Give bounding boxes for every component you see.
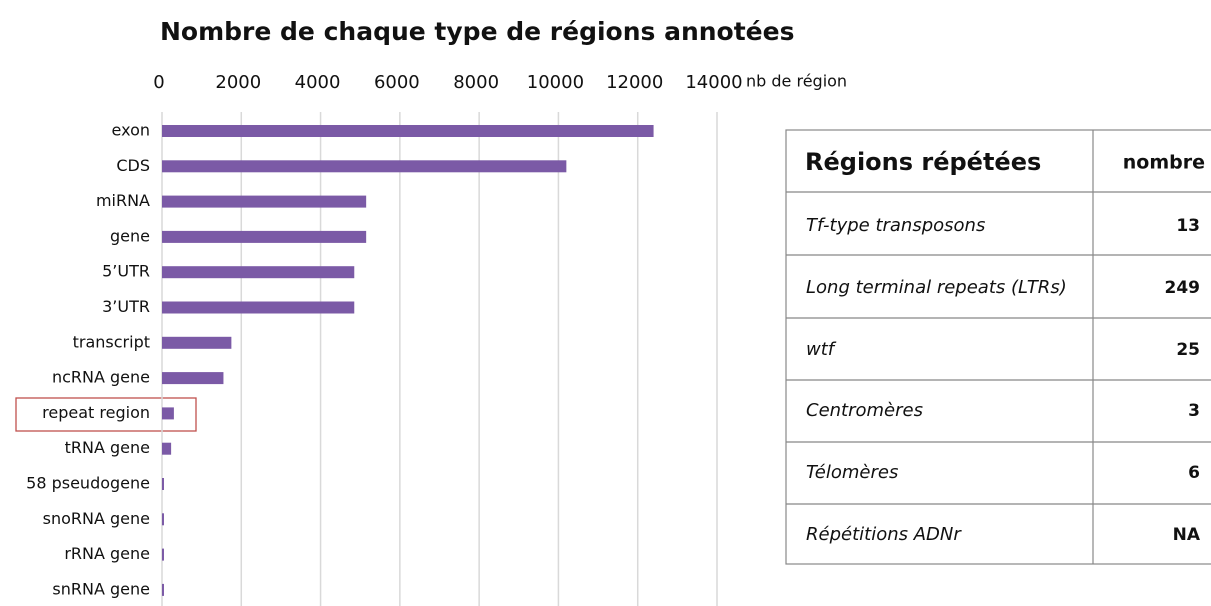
bar xyxy=(162,230,367,243)
table-cell: 13 xyxy=(1176,216,1200,236)
y-tick-label: miRNA xyxy=(96,191,150,210)
table-cell: wtf xyxy=(806,339,837,360)
bar xyxy=(162,336,232,349)
bar xyxy=(162,478,164,490)
x-tick-label: 4000 xyxy=(295,72,341,93)
bar xyxy=(162,195,367,208)
table-header: nombre xyxy=(1123,152,1205,174)
table-border xyxy=(785,129,1211,565)
y-tick-label: ncRNA gene xyxy=(52,368,150,387)
bar xyxy=(162,301,355,314)
x-tick-label: 2000 xyxy=(215,72,261,93)
y-tick-label: snRNA gene xyxy=(52,579,150,598)
x-tick-label: 14000 xyxy=(685,72,742,93)
bar xyxy=(162,548,164,561)
table-cell: Long terminal repeats (LTRs) xyxy=(806,277,1067,298)
table-cell: 249 xyxy=(1165,278,1201,298)
x-axis-label: nb de région xyxy=(746,72,847,91)
x-tick-label: 12000 xyxy=(606,72,663,93)
table-cell: 3 xyxy=(1188,401,1200,421)
bar xyxy=(162,583,164,596)
table-cell: NA xyxy=(1173,525,1201,545)
y-tick-label: repeat region xyxy=(42,403,150,422)
highlight-box xyxy=(15,397,197,432)
y-tick-label: exon xyxy=(112,121,150,140)
y-tick-label: 5’UTR xyxy=(102,262,150,281)
table-cell: Centromères xyxy=(806,400,923,421)
bar xyxy=(162,513,164,526)
x-tick-label: 8000 xyxy=(453,72,499,93)
table-cell: Télomères xyxy=(806,462,898,483)
bar xyxy=(162,372,224,385)
chart-title: Nombre de chaque type de régions annotée… xyxy=(160,17,794,46)
bar xyxy=(162,266,355,279)
y-tick-label: transcript xyxy=(73,332,150,351)
bar xyxy=(162,442,172,455)
y-tick-label: CDS xyxy=(116,156,150,175)
table-cell: 6 xyxy=(1188,463,1200,483)
y-tick-label: snoRNA gene xyxy=(43,509,150,528)
bar xyxy=(162,407,174,420)
y-tick-label: 58 pseudogene xyxy=(26,474,150,493)
x-tick-label: 6000 xyxy=(374,72,420,93)
bar xyxy=(162,160,567,173)
x-tick-label: 10000 xyxy=(527,72,584,93)
table xyxy=(785,129,1211,565)
y-tick-label: 3’UTR xyxy=(102,297,150,316)
table-cell: Répétitions ADNr xyxy=(806,524,962,545)
y-tick-label: gene xyxy=(110,226,150,245)
bar xyxy=(162,125,654,137)
table-header: Régions répétées xyxy=(805,148,1041,176)
table-cell: 25 xyxy=(1176,340,1200,360)
y-tick-label: tRNA gene xyxy=(65,438,150,457)
y-tick-label: rRNA gene xyxy=(64,544,150,563)
table-cell: Tf-type transposons xyxy=(806,215,985,236)
x-tick-label: 0 xyxy=(153,72,164,93)
